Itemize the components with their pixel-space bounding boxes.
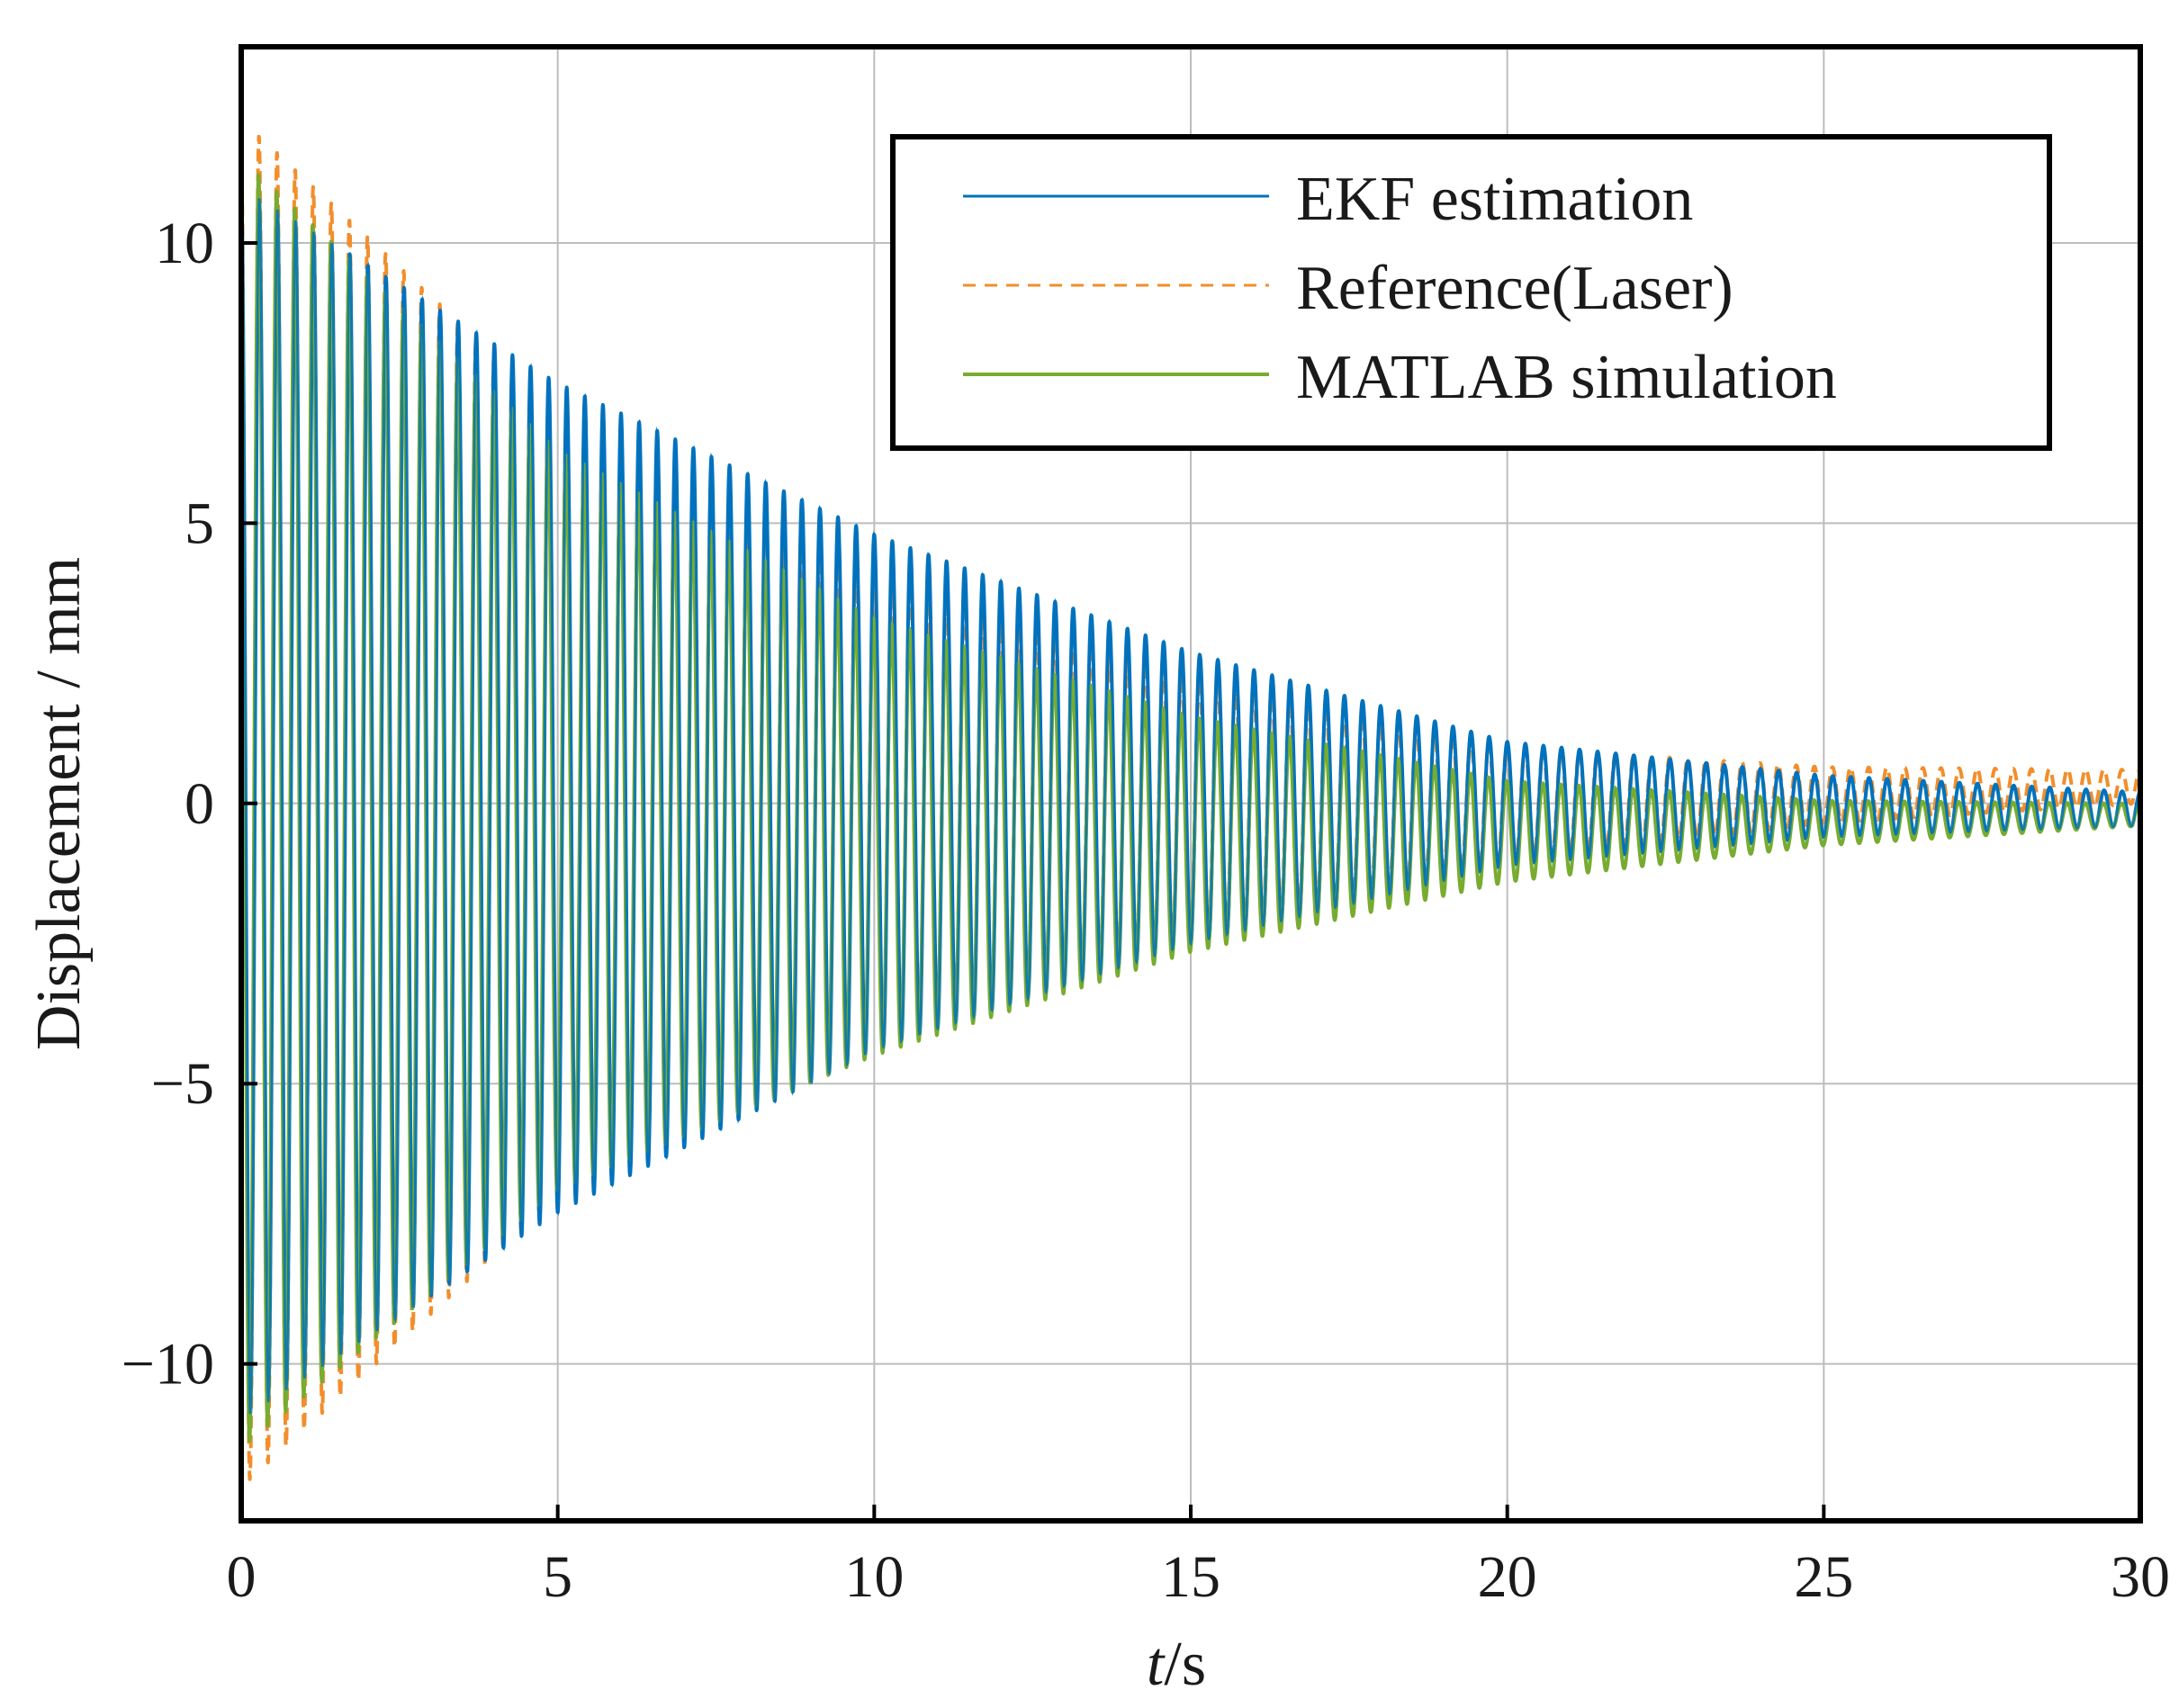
x-tick-label-0: 0 [227,1544,257,1610]
axes [239,44,2143,1524]
series-group [239,124,2142,1481]
legend-label-matlab: MATLAB simulation [1296,343,1837,412]
y-tick-label-2: 0 [185,771,214,837]
legend-label-ekf: EKF estimation [1296,165,1693,234]
series-line-ekf-overlay [239,186,2141,1415]
series-line-2 [239,173,2142,1443]
y-tick-label-1: −5 [151,1051,214,1117]
legend-label-reference: Reference(Laser) [1296,254,1733,323]
x-axis-label-italic: t [1147,1630,1166,1699]
y-tick-label-0: −10 [122,1332,214,1398]
y-tick-label-4: 10 [155,211,214,276]
legend-box [890,134,2052,451]
legend: EKF estimation Reference(Laser) MATLAB s… [890,134,2052,451]
x-tick-label-4: 20 [1478,1544,1537,1610]
x-tick-label-6: 30 [2111,1544,2170,1610]
x-axis-label: t/s [1147,1630,1206,1699]
x-axis-label-unit: /s [1164,1630,1206,1699]
tick-labels: 0 5 10 15 20 25 30 −10 −5 0 5 10 [122,211,2170,1610]
x-tick-label-2: 10 [844,1544,904,1610]
y-axis-label: Displacement / mm [24,557,94,1050]
x-tick-label-5: 25 [1794,1544,1853,1610]
y-tick-label-3: 5 [185,490,214,556]
x-tick-label-1: 5 [543,1544,572,1610]
x-tick-label-3: 15 [1161,1544,1220,1610]
